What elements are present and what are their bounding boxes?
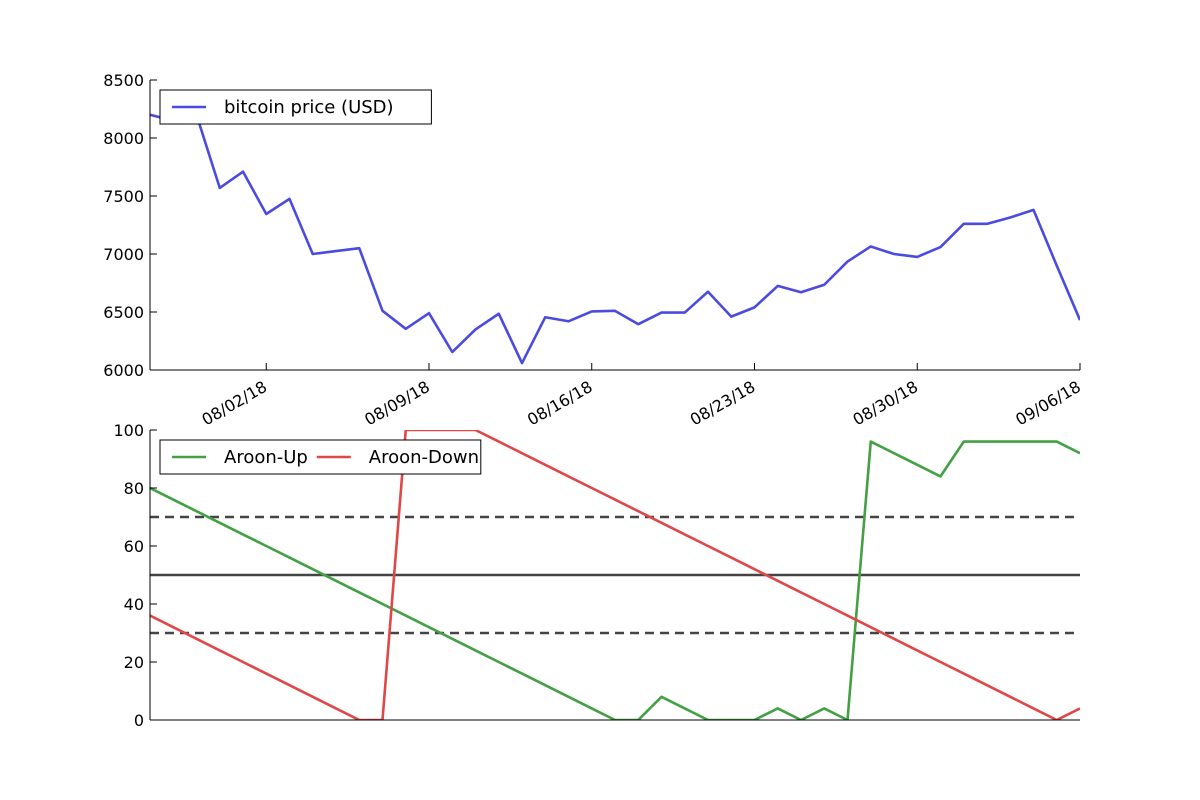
legend: Aroon-Up Aroon-Down bbox=[159, 439, 482, 475]
y-tick-label: 7500 bbox=[103, 187, 144, 206]
panel-1: 0 20 40 60 80 100 Aroon-Up Aroon-Down bbox=[113, 421, 1080, 730]
y-tick-label: 80 bbox=[124, 479, 144, 498]
y-tick-label: 40 bbox=[124, 595, 144, 614]
series-line-bitcoin-price-usd bbox=[150, 113, 1080, 365]
x-tick-label: 08/16/18 bbox=[524, 377, 596, 429]
x-tick-label: 08/23/18 bbox=[687, 377, 759, 429]
series-line-aroon-up bbox=[150, 440, 1080, 720]
x-tick-label: 08/02/18 bbox=[199, 377, 271, 429]
y-tick-label: 7000 bbox=[103, 245, 144, 264]
y-tick-label: 0 bbox=[134, 711, 144, 730]
legend-label-aroon-down: Aroon-Down bbox=[369, 447, 479, 468]
y-tick-label: 8500 bbox=[103, 71, 144, 90]
y-tick-label: 60 bbox=[124, 537, 144, 556]
legend-label-aroon-up: Aroon-Up bbox=[224, 447, 308, 468]
panel-0: 6000 6500 7000 7500 8000 8500 08/02/18 08/09/18… bbox=[103, 71, 1084, 429]
legend-label-bitcoin-price-usd: bitcoin price (USD) bbox=[224, 97, 394, 118]
y-tick-label: 100 bbox=[113, 421, 144, 440]
x-tick-label: 08/09/18 bbox=[361, 377, 433, 429]
y-tick-label: 6500 bbox=[103, 303, 144, 322]
y-tick-label: 20 bbox=[124, 653, 144, 672]
x-tick-label: 09/06/18 bbox=[1012, 377, 1084, 429]
series-line-aroon-down bbox=[150, 430, 1080, 720]
y-tick-label: 6000 bbox=[103, 361, 144, 380]
legend: bitcoin price (USD) bbox=[159, 89, 432, 125]
x-tick-label: 08/30/18 bbox=[850, 377, 922, 429]
y-tick-label: 8000 bbox=[103, 129, 144, 148]
